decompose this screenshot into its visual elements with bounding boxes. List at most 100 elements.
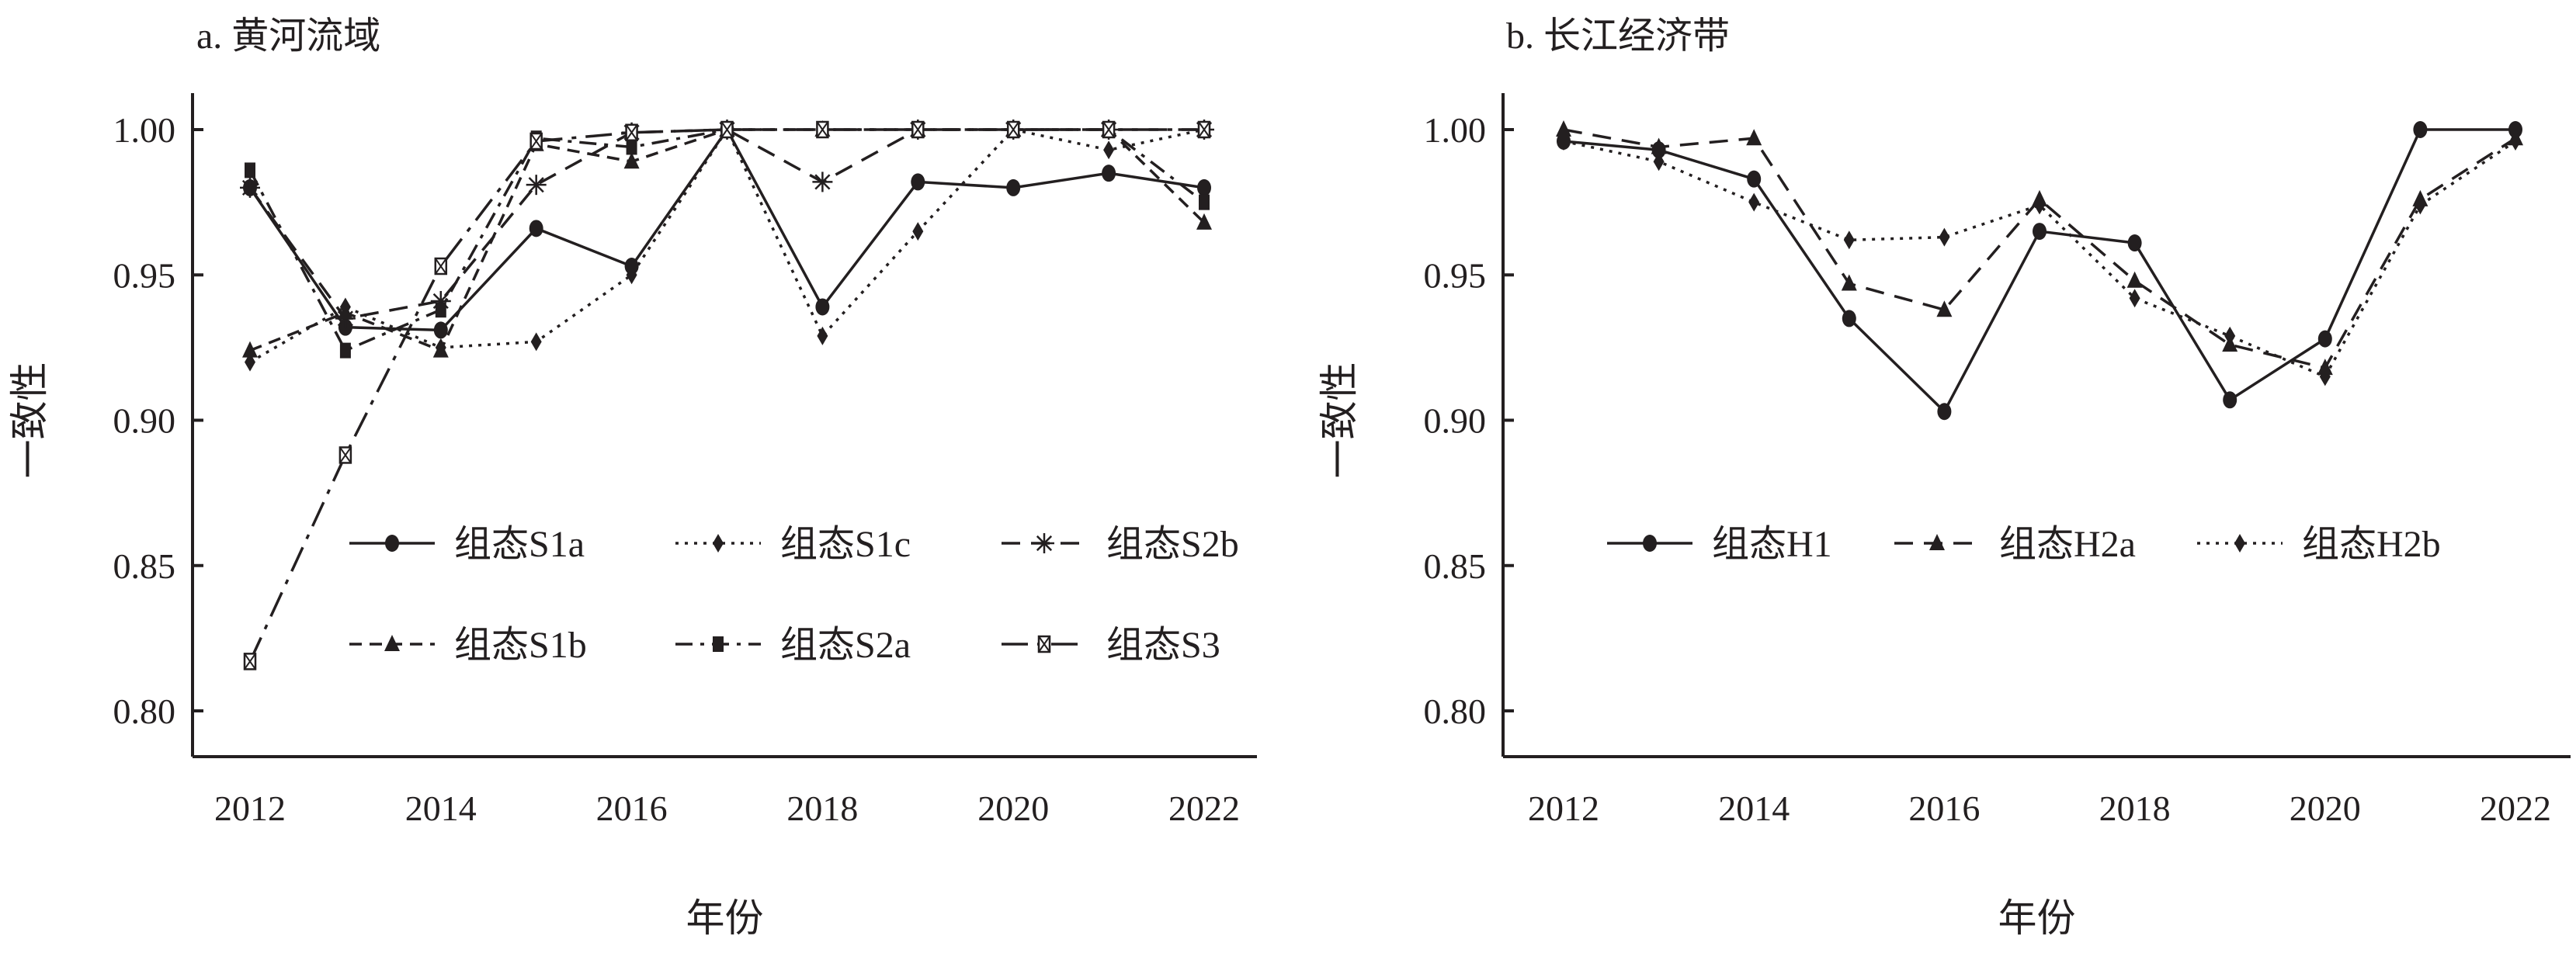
legend-item: 组态S1a <box>349 524 585 565</box>
x-tick-label: 2014 <box>1718 788 1790 828</box>
legend-label: 组态H1 <box>1712 524 1832 565</box>
data-point <box>1747 170 1762 188</box>
data-point <box>817 326 828 345</box>
x-tick-label: 2016 <box>1908 788 1980 828</box>
legend-marker <box>1034 533 1054 553</box>
y-tick-label: 0.85 <box>113 546 176 586</box>
legend-marker <box>1037 635 1051 653</box>
legend-item: 组态S1b <box>349 625 587 666</box>
legend-item: 组态S2a <box>675 625 911 666</box>
x-tick-label: 2022 <box>1168 788 1240 828</box>
data-point <box>1936 300 1953 317</box>
data-point <box>626 265 637 285</box>
series-line <box>248 128 1206 352</box>
data-point <box>339 342 351 359</box>
marker-cross <box>625 124 638 141</box>
y-tick-label: 0.95 <box>1424 255 1487 295</box>
data-point <box>812 172 833 192</box>
legend-item: 组态S2b <box>1002 524 1239 565</box>
data-point <box>911 173 925 191</box>
series-组态H2a <box>1556 120 2523 376</box>
data-point <box>530 332 542 352</box>
data-point <box>1197 120 1211 139</box>
series-组态H2b <box>1558 131 2521 386</box>
x-tick-label: 2018 <box>2099 788 2171 828</box>
chart-title: a. 黄河流域 <box>196 16 380 57</box>
data-point <box>245 162 255 178</box>
data-point <box>1102 165 1116 182</box>
legend-marker <box>713 636 724 652</box>
marker-cross <box>720 121 734 138</box>
legend-marker <box>713 534 724 553</box>
y-tick-label: 0.80 <box>113 691 176 731</box>
legend-label: 组态H2b <box>2302 524 2441 565</box>
data-point <box>1842 310 1856 327</box>
series-line <box>248 128 1204 663</box>
data-point <box>1196 213 1212 230</box>
marker-cross <box>1102 121 1115 138</box>
data-point <box>2126 271 2143 288</box>
series-line <box>1563 128 2515 414</box>
y-axis-label: 一致性 <box>1318 362 1361 479</box>
legend-marker <box>384 635 400 651</box>
data-point <box>1199 194 1210 210</box>
data-point <box>529 220 543 237</box>
legend-marker <box>1929 534 1945 550</box>
data-point <box>2413 121 2428 138</box>
y-tick-label: 1.00 <box>1424 110 1487 150</box>
legend-label: 组态S3 <box>1106 625 1220 666</box>
data-point <box>1006 178 1021 196</box>
data-point <box>1939 227 1950 247</box>
legend-label: 组态S2b <box>1106 524 1239 565</box>
y-tick-label: 1.00 <box>113 110 176 150</box>
y-tick-label: 0.90 <box>113 401 176 441</box>
data-point <box>1197 178 1211 196</box>
data-point <box>1556 120 1571 137</box>
data-point <box>435 302 446 318</box>
data-point <box>434 257 448 276</box>
marker-cross <box>529 133 543 150</box>
legend-label: 组态S1a <box>454 524 585 565</box>
legend-item: 组态H1 <box>1607 524 1832 565</box>
x-tick-label: 2020 <box>2290 788 2361 828</box>
series-line <box>249 128 1206 352</box>
data-point <box>243 653 257 671</box>
data-point <box>1746 129 1762 146</box>
marker-cross <box>816 121 829 138</box>
data-point <box>816 120 829 139</box>
data-point <box>1748 192 1760 212</box>
legend-label: 组态S2a <box>780 625 911 666</box>
data-point <box>2319 367 2331 386</box>
chart-yangtze: b. 长江经济带 0.80 0.85 0.90 0.95 1.00 2012 2014 2016… <box>1318 16 2571 940</box>
x-tick-label: 2014 <box>405 788 477 828</box>
data-point <box>529 132 543 151</box>
marker-stroke <box>1036 535 1053 552</box>
series-组态S1b <box>242 120 1212 358</box>
data-point <box>337 303 353 320</box>
x-tick-label: 2018 <box>786 788 858 828</box>
series-line <box>1563 128 2516 370</box>
data-point <box>2224 326 2236 345</box>
data-point <box>2033 223 2047 241</box>
legend-item: 组态S3 <box>1002 625 1220 666</box>
data-point <box>1006 120 1020 139</box>
data-point <box>720 120 734 139</box>
data-point <box>2127 234 2142 252</box>
data-point <box>526 175 547 196</box>
series-组态S2a <box>245 122 1210 359</box>
legend-item: 组态H2a <box>1894 524 2136 565</box>
marker-stroke <box>528 177 544 193</box>
data-point <box>1103 140 1115 160</box>
data-point <box>626 139 637 155</box>
x-axis-label: 年份 <box>1998 896 2076 940</box>
series-line <box>249 126 1205 364</box>
series-line <box>1563 140 2516 379</box>
data-point <box>2317 359 2333 376</box>
y-tick-label: 0.90 <box>1424 401 1487 441</box>
marker-cross <box>1198 121 1210 138</box>
legend-item: 组态H2b <box>2197 524 2441 565</box>
data-point <box>338 446 352 464</box>
marker-cross <box>434 258 447 275</box>
series-组态S3 <box>243 120 1211 671</box>
series-组态S1c <box>245 120 1210 372</box>
